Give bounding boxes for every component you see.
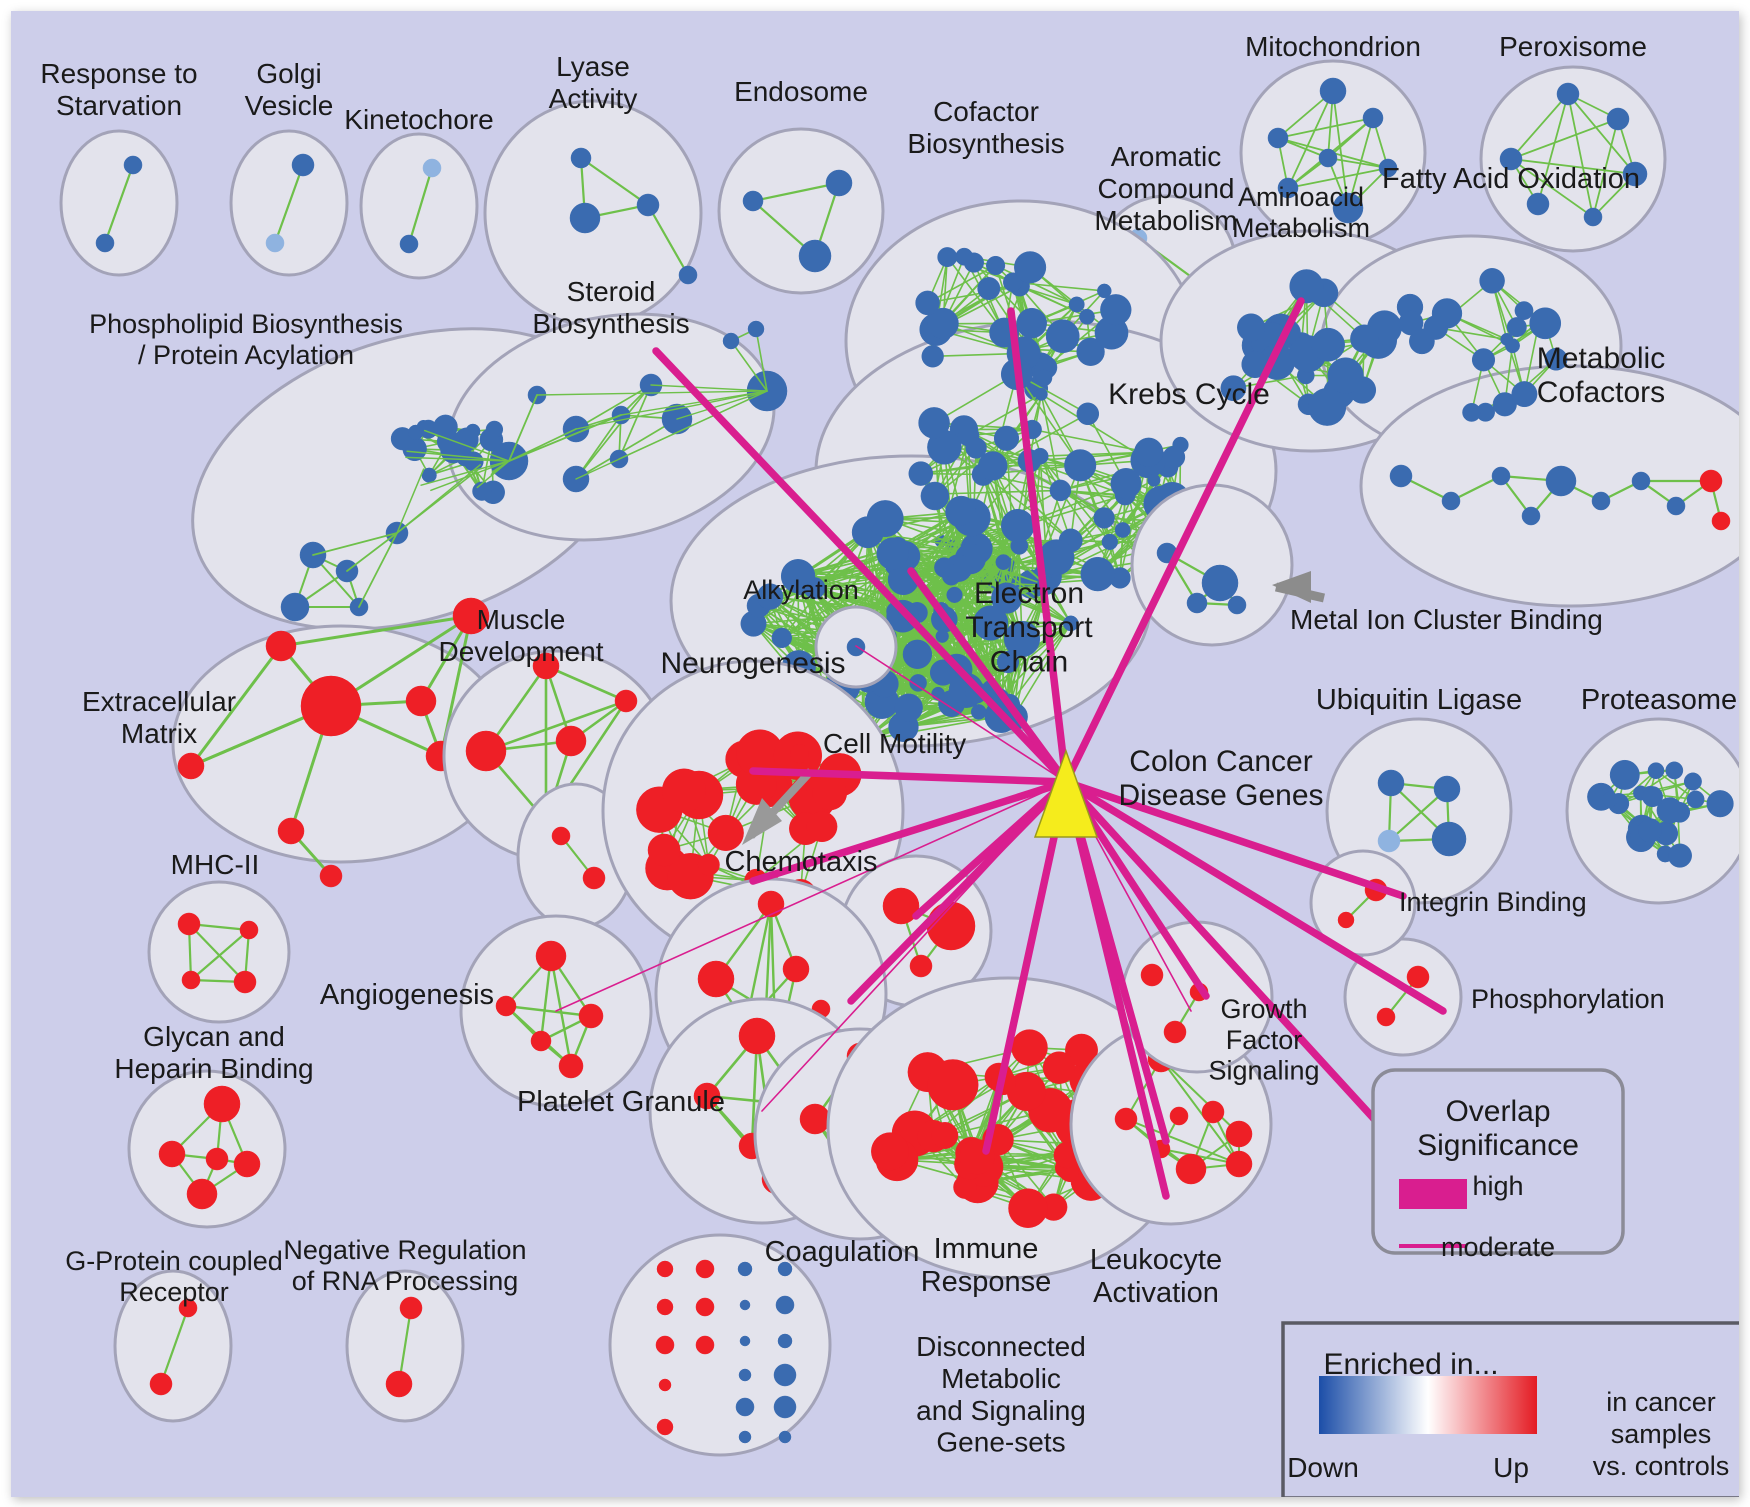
- svg-text:Neurogenesis: Neurogenesis: [660, 647, 845, 680]
- svg-text:Metal Ion Cluster Binding: Metal Ion Cluster Binding: [1290, 604, 1603, 635]
- svg-text:Proteasome: Proteasome: [1581, 684, 1737, 716]
- svg-text:Ubiquitin Ligase: Ubiquitin Ligase: [1316, 684, 1522, 716]
- svg-text:Mitochondrion: Mitochondrion: [1245, 31, 1421, 62]
- svg-text:samples: samples: [1611, 1419, 1712, 1449]
- svg-text:Alkylation: Alkylation: [743, 575, 859, 605]
- svg-text:Down: Down: [1287, 1452, 1359, 1483]
- svg-text:Platelet Granule: Platelet Granule: [517, 1086, 725, 1118]
- svg-text:Up: Up: [1493, 1452, 1529, 1483]
- svg-text:Phosphorylation: Phosphorylation: [1471, 984, 1665, 1014]
- svg-text:vs. controls: vs. controls: [1593, 1451, 1730, 1481]
- svg-text:Fatty Acid Oxidation: Fatty Acid Oxidation: [1382, 163, 1640, 195]
- svg-text:Angiogenesis: Angiogenesis: [320, 979, 494, 1011]
- svg-text:Cell Motility: Cell Motility: [823, 728, 966, 759]
- svg-text:Endosome: Endosome: [734, 76, 868, 107]
- svg-text:Krebs Cycle: Krebs Cycle: [1108, 378, 1270, 411]
- svg-text:Peroxisome: Peroxisome: [1499, 31, 1647, 62]
- svg-text:high: high: [1472, 1171, 1523, 1201]
- svg-text:Chemotaxis: Chemotaxis: [724, 846, 877, 878]
- svg-text:Integrin Binding: Integrin Binding: [1399, 887, 1587, 917]
- svg-text:Kinetochore: Kinetochore: [344, 104, 493, 135]
- svg-text:Coagulation: Coagulation: [765, 1236, 920, 1268]
- svg-text:MHC-II: MHC-II: [171, 849, 260, 880]
- svg-text:in cancer: in cancer: [1606, 1387, 1716, 1417]
- svg-text:moderate: moderate: [1441, 1232, 1555, 1262]
